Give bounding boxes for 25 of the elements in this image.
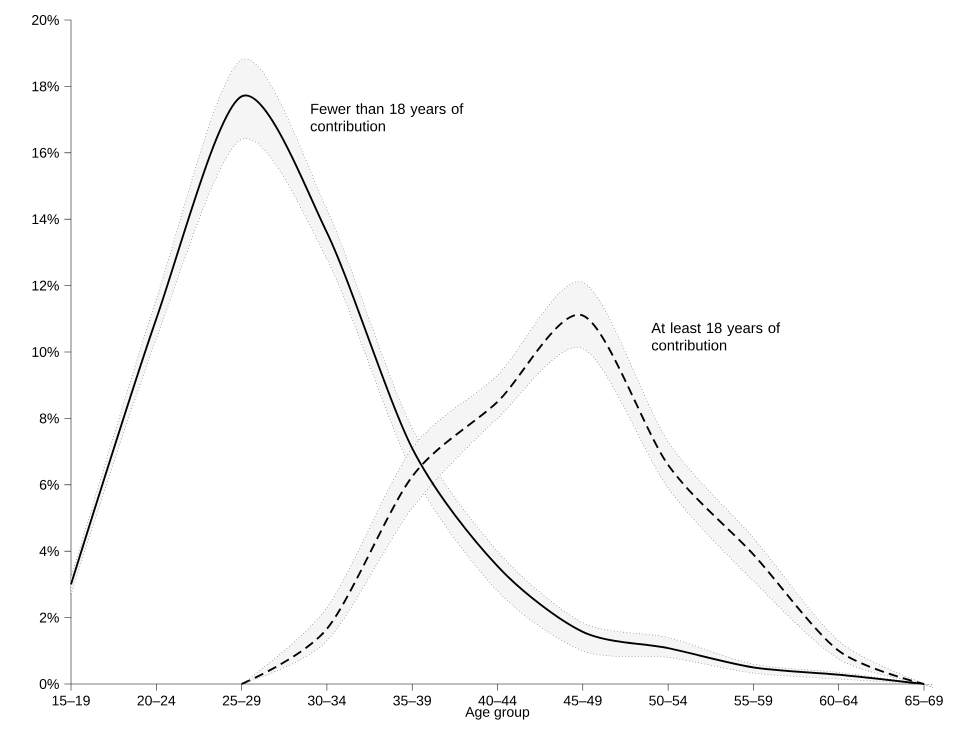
y-tick-label: 2% <box>40 612 59 623</box>
y-tick-label: 16% <box>32 148 59 158</box>
text: At least 18 years of contribution <box>651 322 780 350</box>
x-tick-label: 40–44 <box>478 696 517 706</box>
y-tick-label: 12% <box>32 280 59 291</box>
x-tick-label: 60–64 <box>820 696 858 706</box>
y-tick-label: 0% <box>40 679 59 689</box>
x-tick-label: 50–54 <box>649 696 688 706</box>
x-tick-label: 25–29 <box>222 696 260 706</box>
y-tick-label: 10% <box>32 347 59 357</box>
series-label: Fewer than 18 years of contribution <box>310 103 464 132</box>
y-tick-label: 20% <box>32 15 59 25</box>
y-tick-label: 8% <box>40 413 59 424</box>
x-tick-label: 45–49 <box>564 696 602 706</box>
x-axis-title: Age group <box>465 707 530 720</box>
x-tick-label: 35–39 <box>393 696 431 706</box>
y-tick-label: 18% <box>32 81 59 92</box>
y-tick-label: 6% <box>40 480 59 490</box>
x-tick-label: 65–69 <box>905 696 943 706</box>
x-tick-label: 15–19 <box>52 696 90 706</box>
y-tick-label: 4% <box>39 546 59 556</box>
x-tick-label: 20–24 <box>138 696 176 706</box>
y-tick-label: 14% <box>32 214 59 224</box>
x-tick-label: 30–34 <box>308 696 346 706</box>
x-tick-label: 55–59 <box>734 696 772 706</box>
